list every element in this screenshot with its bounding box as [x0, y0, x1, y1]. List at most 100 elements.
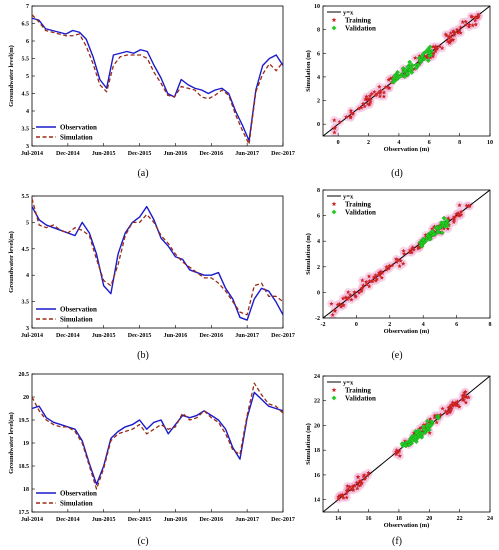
plot-frame	[322, 189, 491, 319]
training-point	[366, 274, 372, 279]
training-point	[460, 19, 465, 24]
training-point	[356, 290, 362, 295]
training-point	[332, 125, 338, 130]
x-tick-label: Dec-2017	[271, 151, 295, 157]
training-point	[393, 256, 399, 261]
training-point	[340, 492, 345, 497]
training-point	[466, 24, 472, 29]
validation-point	[441, 215, 447, 221]
panel-caption: (e)	[391, 350, 402, 361]
validation-point	[440, 220, 446, 226]
validation-point	[398, 73, 404, 79]
y-axis-label: Groundwater level(m)	[8, 231, 15, 293]
legend-label: Simulation	[60, 316, 93, 324]
x-tick-label: Jul-2014	[21, 333, 43, 339]
training-point	[378, 90, 383, 95]
y-tick-label: 18	[23, 487, 29, 493]
validation-point	[418, 243, 424, 249]
y-tick-label: 18	[314, 448, 320, 454]
series-line-observation	[31, 205, 284, 321]
training-point	[367, 102, 372, 107]
training-point	[451, 401, 457, 406]
y-tick-label: 5.5	[22, 194, 30, 200]
x-tick-label: Jun-2015	[92, 151, 116, 157]
training-point	[359, 105, 364, 110]
panel-caption: (a)	[137, 168, 148, 179]
series-line-simulation	[31, 382, 284, 490]
y-tick-label: 3	[26, 144, 29, 150]
training-point	[452, 32, 457, 38]
x-tick-label: Dec-2016	[199, 517, 223, 523]
y-tick-label: 18.5	[19, 464, 30, 470]
training-point	[362, 476, 368, 481]
scatter-area	[323, 6, 490, 136]
validation-point	[444, 218, 450, 224]
training-point	[427, 430, 432, 435]
training-point	[332, 308, 338, 313]
validation-point	[425, 233, 431, 239]
y-tick-label: 20.5	[19, 372, 30, 378]
plot-frame	[31, 195, 284, 329]
training-point	[354, 480, 359, 485]
y-tick-label: 6	[26, 39, 29, 45]
y-tick-label: 0	[317, 122, 320, 128]
training-point	[434, 420, 439, 425]
y-tick-label: 5	[26, 220, 29, 226]
panel-b: 3 3.5 4 4.5 5 5.5 Jul-2014 Dec-2014 Jun-2015 Dec-…	[8, 194, 295, 339]
x-tick-label: Dec-2017	[271, 333, 295, 339]
training-point	[336, 494, 341, 499]
training-point	[345, 483, 350, 488]
training-point	[433, 49, 438, 54]
training-point	[455, 402, 460, 407]
training-point	[451, 215, 457, 220]
training-point	[470, 23, 475, 28]
training-point	[470, 14, 475, 19]
panel-e: -2 0 2 4 6 8 -2 0 2 4 6 8 Observation (m) Simulation …	[305, 188, 492, 335]
training-point	[355, 486, 360, 491]
training-point	[466, 203, 471, 208]
training-point	[441, 226, 447, 231]
training-point	[433, 46, 439, 51]
training-point	[386, 77, 391, 82]
training-halo	[329, 316, 337, 318]
training-point	[397, 263, 402, 269]
x-tick-label: Dec-2016	[199, 151, 223, 157]
training-point	[473, 18, 478, 23]
validation-point	[420, 237, 426, 243]
training-point	[413, 55, 418, 60]
validation-point	[419, 53, 425, 59]
training-point	[360, 101, 366, 106]
x-tick-label: 2	[367, 140, 370, 146]
training-point	[407, 248, 413, 253]
training-point	[373, 272, 378, 278]
training-point	[349, 297, 354, 302]
legend-label: Observation	[60, 306, 97, 314]
validation-point	[435, 229, 441, 235]
validation-point	[427, 44, 433, 50]
x-tick-label: 2	[388, 322, 391, 328]
validation-point	[409, 65, 415, 71]
training-point	[332, 317, 333, 318]
series-line-observation	[31, 17, 284, 142]
validation-point	[445, 223, 450, 229]
training-point	[448, 39, 453, 44]
training-point	[463, 400, 469, 405]
training-point	[446, 34, 452, 39]
training-point	[350, 111, 356, 116]
panel-caption: (d)	[391, 168, 403, 179]
validation-point	[423, 49, 429, 54]
legend-swatch	[331, 17, 337, 23]
training-point	[445, 38, 450, 44]
x-axis-label: Observation (m)	[384, 146, 430, 153]
training-point	[351, 487, 356, 492]
x-tick-label: 22	[457, 516, 463, 522]
training-point	[365, 101, 371, 106]
training-point	[379, 275, 385, 280]
training-point	[397, 453, 403, 458]
training-point	[424, 54, 430, 59]
training-point	[463, 19, 468, 24]
training-point	[363, 97, 368, 102]
training-point	[364, 94, 369, 99]
validation-point	[427, 236, 433, 242]
training-point	[457, 202, 462, 208]
